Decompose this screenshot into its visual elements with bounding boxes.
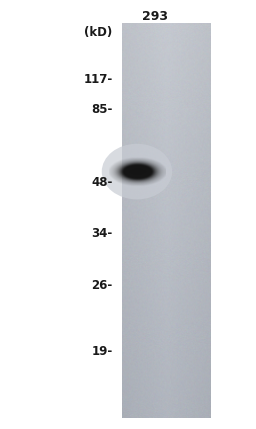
Ellipse shape [102,144,172,199]
Text: 85-: 85- [91,103,113,116]
Text: 117-: 117- [83,73,113,86]
Text: 48-: 48- [91,176,113,189]
Text: 293: 293 [142,10,168,23]
Text: 26-: 26- [91,279,113,292]
Text: (kD): (kD) [84,26,113,39]
Text: 19-: 19- [91,345,113,358]
Text: 34-: 34- [91,227,113,240]
